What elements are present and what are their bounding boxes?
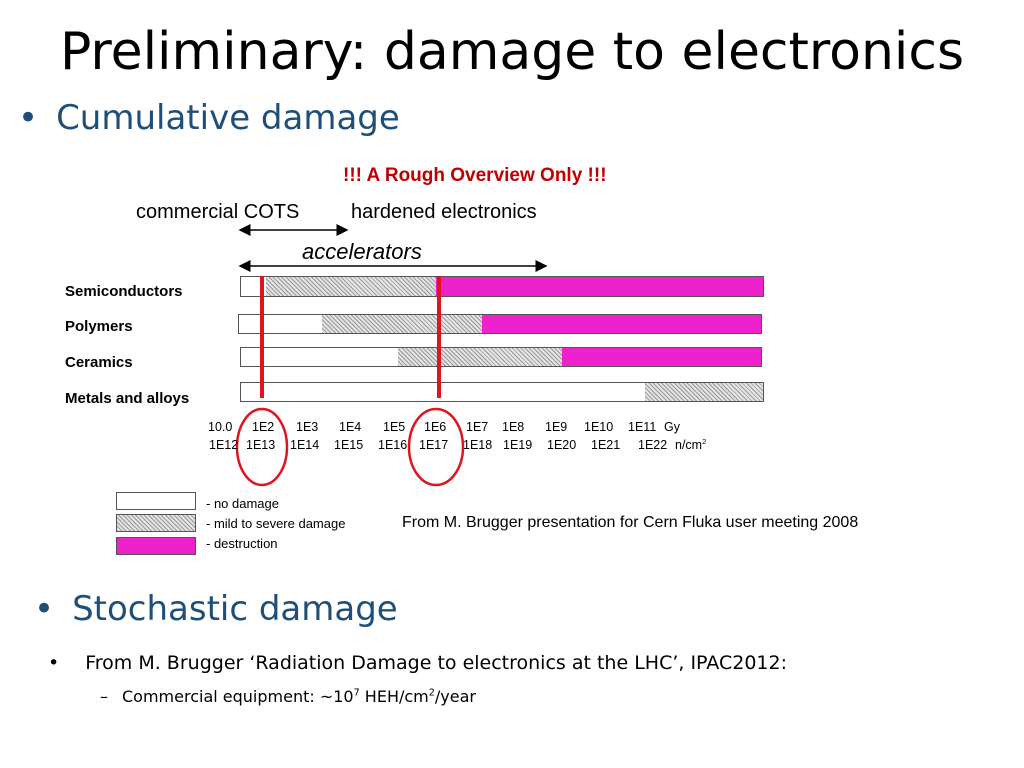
highlight-circle-1e6 xyxy=(407,407,465,487)
segment-destruction xyxy=(482,315,761,333)
legend-swatch-no-damage xyxy=(116,492,196,510)
bullet-dot-icon: • xyxy=(34,589,55,629)
dose-tick: 1E11 xyxy=(628,420,657,434)
range-label-cots: commercial COTS xyxy=(136,201,300,223)
slide-title: Preliminary: damage to electronics xyxy=(59,22,965,82)
fluence-tick: 1E18 xyxy=(463,438,493,452)
legend-swatch-mild-damage xyxy=(116,514,196,532)
legend-label-mild-damage: - mild to severe damage xyxy=(206,516,346,531)
segment-no-damage xyxy=(241,277,266,296)
dose-unit: Gy xyxy=(664,420,680,434)
warning-text: !!! A Rough Overview Only !!! xyxy=(343,165,607,186)
legend-label-no-damage: - no damage xyxy=(206,496,279,511)
sub-bullet-reference-text: From M. Brugger ‘Radiation Damage to ele… xyxy=(85,652,787,674)
dose-tick: 1E10 xyxy=(584,420,614,434)
fluence-tick: 1E19 xyxy=(503,438,533,452)
sub-sub-bullet-rate: – Commercial equipment: ~107 HEH/cm2/year xyxy=(100,687,476,706)
fluence-tick: 1E14 xyxy=(290,438,320,452)
bullet-stochastic-text: Stochastic damage xyxy=(72,589,398,629)
row-label-metals: Metals and alloys xyxy=(65,390,190,407)
segment-mild-damage xyxy=(266,277,436,296)
fluence-tick: 1E17 xyxy=(419,438,449,452)
fluence-tick: 1E15 xyxy=(334,438,364,452)
dose-tick: 1E7 xyxy=(466,420,489,434)
dose-tick: 1E3 xyxy=(296,420,319,434)
dose-tick: 1E4 xyxy=(339,420,362,434)
fluence-tick: 1E21 xyxy=(591,438,621,452)
range-label-accelerators: accelerators xyxy=(302,239,422,264)
fluence-unit: n/cm2 xyxy=(675,436,707,452)
segment-no-damage xyxy=(241,348,398,366)
segment-mild-damage xyxy=(322,315,482,333)
dose-tick: 1E9 xyxy=(545,420,568,434)
bullet-cumulative: • Cumulative damage xyxy=(18,98,400,138)
dash-icon: – xyxy=(100,687,108,706)
bar-polymers xyxy=(238,314,762,334)
legend-swatch-destruction xyxy=(116,537,196,555)
segment-destruction xyxy=(436,277,763,296)
source-citation: From M. Brugger presentation for Cern Fl… xyxy=(402,514,859,531)
bullet-dot-icon: • xyxy=(18,98,39,138)
segment-no-damage xyxy=(241,383,645,401)
bullet-dot-icon: • xyxy=(48,652,60,674)
fluence-tick: 1E22 xyxy=(638,438,668,452)
highlight-circle-1e2 xyxy=(235,407,289,487)
dose-tick: 1E6 xyxy=(424,420,447,434)
dose-tick: 1E8 xyxy=(502,420,525,434)
dose-tick: 10.0 xyxy=(208,420,233,434)
bullet-cumulative-text: Cumulative damage xyxy=(56,98,400,138)
dose-tick: 1E5 xyxy=(383,420,406,434)
fluence-tick: 1E12 xyxy=(209,438,239,452)
bar-semiconductors xyxy=(240,276,764,297)
segment-mild-damage xyxy=(645,383,763,401)
range-label-hardened: hardened electronics xyxy=(351,201,537,223)
row-label-semiconductors: Semiconductors xyxy=(65,283,183,300)
row-label-ceramics: Ceramics xyxy=(65,354,133,371)
bullet-stochastic: • Stochastic damage xyxy=(34,589,398,629)
row-label-polymers: Polymers xyxy=(65,318,133,335)
fluence-tick: 1E13 xyxy=(246,438,276,452)
sub-bullet-reference: • From M. Brugger ‘Radiation Damage to el… xyxy=(48,652,787,674)
bar-metals xyxy=(240,382,764,402)
fluence-tick: 1E20 xyxy=(547,438,577,452)
legend-label-destruction: - destruction xyxy=(206,536,278,551)
segment-no-damage xyxy=(239,315,322,333)
dose-tick: 1E2 xyxy=(252,420,275,434)
fluence-tick: 1E16 xyxy=(378,438,408,452)
segment-destruction xyxy=(562,348,761,366)
